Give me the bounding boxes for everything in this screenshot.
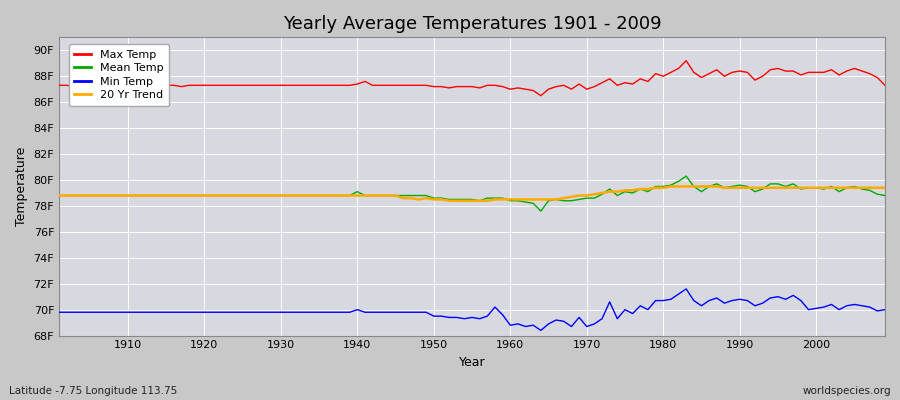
Legend: Max Temp, Mean Temp, Min Temp, 20 Yr Trend: Max Temp, Mean Temp, Min Temp, 20 Yr Tre… xyxy=(68,44,169,106)
Text: worldspecies.org: worldspecies.org xyxy=(803,386,891,396)
Y-axis label: Temperature: Temperature xyxy=(15,147,28,226)
Title: Yearly Average Temperatures 1901 - 2009: Yearly Average Temperatures 1901 - 2009 xyxy=(283,15,662,33)
Text: Latitude -7.75 Longitude 113.75: Latitude -7.75 Longitude 113.75 xyxy=(9,386,177,396)
X-axis label: Year: Year xyxy=(459,356,485,369)
